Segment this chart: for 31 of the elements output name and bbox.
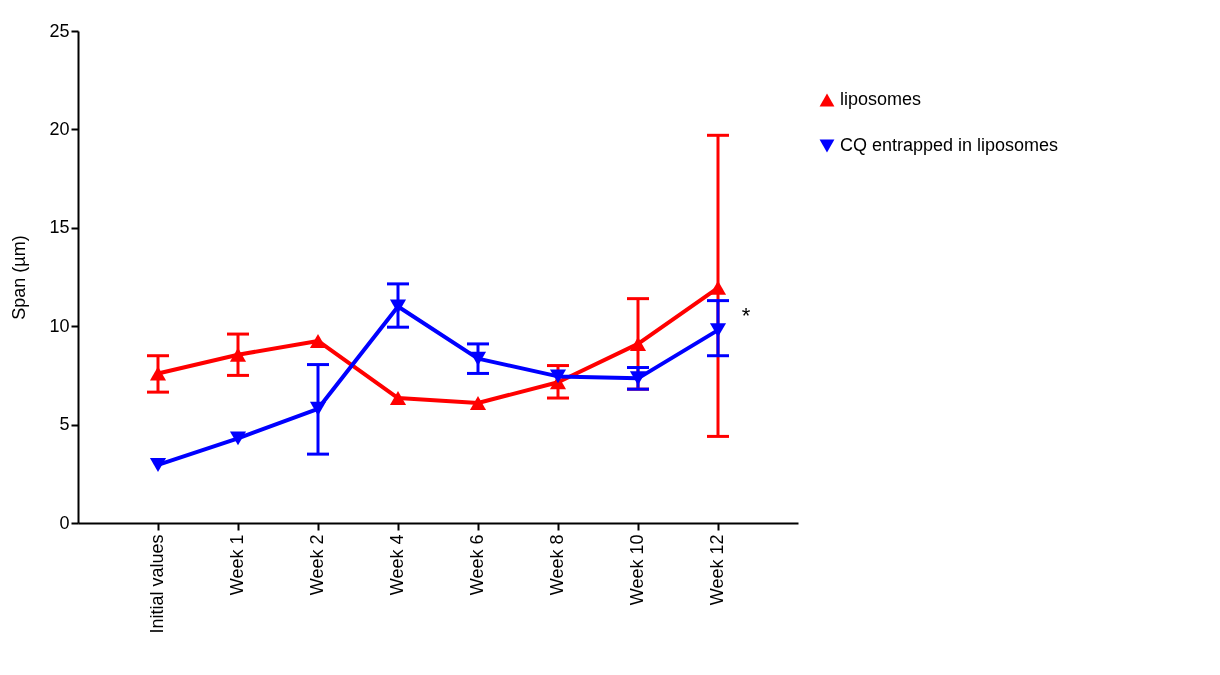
y-tick-label: 5 [59,414,70,435]
x-tick-label: Week 8 [547,534,567,596]
y-tick-label: 10 [49,315,70,336]
y-axis-title: Span (µm) [9,235,30,320]
point [469,395,487,410]
x-tick-label: Week 2 [307,534,327,596]
y-tick-label: 15 [49,217,70,238]
point [389,391,407,406]
x-tick-label: Initial values [147,534,167,634]
point [389,299,407,314]
x-tick-label: Week 4 [387,534,407,596]
point [309,333,327,348]
point [149,366,167,381]
legend-label: liposomes [840,89,922,109]
point [629,371,647,386]
x-tick-label: Week 10 [627,534,647,606]
annotation: * [741,303,751,329]
point [309,401,327,416]
point [229,347,247,362]
x-tick-label: Week 12 [707,534,727,606]
y-tick-label: 0 [59,512,70,533]
y-tick-label: 25 [49,20,70,41]
point [149,457,167,472]
x-tick-label: Week 6 [467,534,487,596]
point [549,369,567,384]
point [229,431,247,446]
x-tick-label: Week 1 [227,534,247,596]
legend-label: CQ entrapped in liposomes [840,135,1059,155]
point [709,280,727,295]
point [469,351,487,366]
y-tick-label: 20 [49,118,70,139]
